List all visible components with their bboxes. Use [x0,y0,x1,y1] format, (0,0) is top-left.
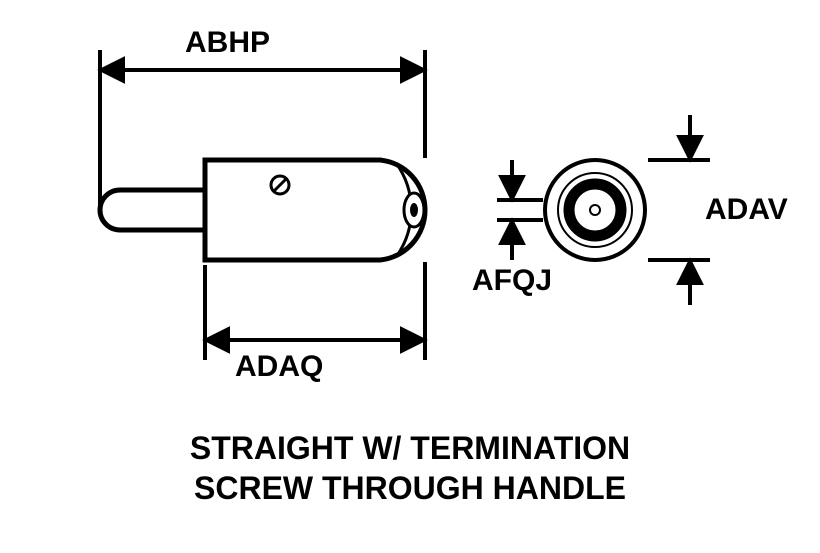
connector-tip [100,190,205,230]
diagram-canvas: ABHP ADAQ ADAV AFQJ STRAIGHT W/ TERMINAT… [0,0,820,553]
connector-handle [205,160,425,260]
caption-line1: STRAIGHT W/ TERMINATION [0,430,820,467]
caption-line2: SCREW THROUGH HANDLE [0,470,820,507]
label-adaq: ADAQ [235,350,323,384]
label-adav: ADAV [705,193,788,227]
end-view-inner [569,184,621,236]
end-socket-hole [410,203,418,217]
label-abhp: ABHP [185,26,270,60]
label-afqj: AFQJ [472,264,552,298]
